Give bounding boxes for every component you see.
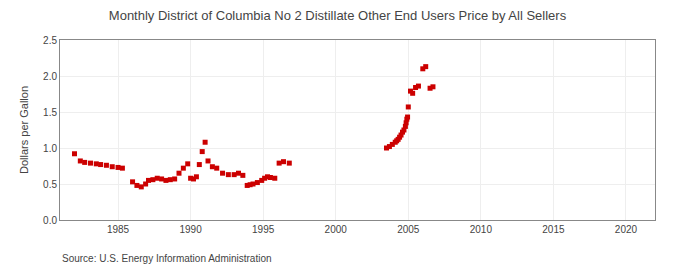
svg-text:0.0: 0.0: [43, 215, 57, 226]
svg-text:2010: 2010: [470, 224, 493, 235]
svg-text:1.0: 1.0: [43, 143, 57, 154]
svg-text:Monthly District of Columbia N: Monthly District of Columbia No 2 Distil…: [109, 8, 567, 23]
svg-text:2.0: 2.0: [43, 71, 57, 82]
svg-text:2020: 2020: [615, 224, 638, 235]
svg-text:1985: 1985: [107, 224, 130, 235]
svg-text:2.5: 2.5: [43, 35, 57, 46]
svg-text:1.5: 1.5: [43, 107, 57, 118]
svg-text:Source: U.S. Energy Informatio: Source: U.S. Energy Information Administ…: [62, 253, 272, 264]
svg-text:Dollars per Gallon: Dollars per Gallon: [18, 86, 30, 174]
svg-text:2005: 2005: [397, 224, 420, 235]
svg-text:1995: 1995: [252, 224, 275, 235]
svg-text:0.5: 0.5: [43, 179, 57, 190]
svg-text:1990: 1990: [179, 224, 202, 235]
svg-text:2015: 2015: [542, 224, 565, 235]
svg-text:2000: 2000: [325, 224, 348, 235]
